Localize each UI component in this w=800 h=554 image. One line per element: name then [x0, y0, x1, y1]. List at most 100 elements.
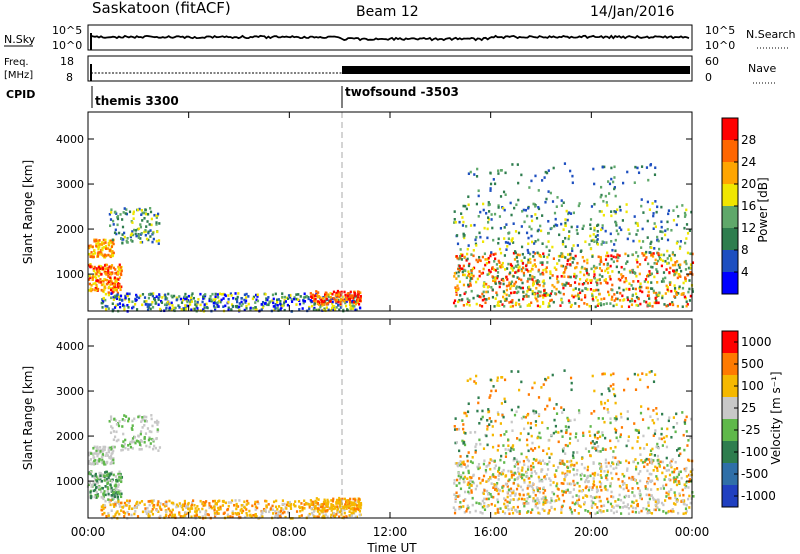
velocity-cell	[676, 500, 679, 504]
velocity-cell	[610, 509, 613, 512]
power-cell	[167, 292, 170, 296]
power-cell	[293, 296, 296, 299]
velocity-cell	[454, 500, 457, 503]
power-cell	[509, 305, 512, 309]
velocity-cell	[151, 501, 154, 505]
velocity-cell	[660, 501, 664, 505]
velocity-cell	[455, 484, 458, 487]
power-cell	[646, 236, 649, 239]
velocity-cell	[603, 420, 606, 424]
velocity-cell	[104, 471, 107, 474]
velocity-cell	[113, 435, 117, 439]
velocity-cell	[652, 469, 655, 472]
power-cell	[134, 229, 138, 232]
velocity-cell	[175, 505, 178, 509]
velocity-cell	[183, 504, 186, 508]
power-cell	[534, 213, 537, 216]
velocity-cell	[689, 436, 692, 440]
power-cell	[660, 253, 663, 257]
power-cell	[106, 281, 110, 285]
power-cell	[671, 303, 674, 306]
velocity-cell	[138, 414, 141, 418]
power-cell	[299, 295, 302, 298]
velocity-cell	[185, 504, 188, 508]
velocity-cell	[481, 415, 484, 419]
velocity-cell	[95, 449, 98, 453]
power-cell	[149, 307, 152, 311]
velocity-cell	[272, 500, 276, 504]
power-cell	[615, 265, 618, 269]
velocity-cell	[561, 448, 565, 452]
power-cell	[673, 284, 676, 287]
velocity-cell	[288, 500, 291, 504]
power-data	[88, 162, 695, 313]
power-cell	[551, 283, 554, 287]
velocity-cell	[687, 439, 690, 442]
velocity-cell	[514, 463, 518, 466]
power-cell	[212, 298, 216, 302]
velocity-cell	[627, 439, 630, 443]
power-cell	[108, 248, 112, 252]
velocity-cell	[592, 501, 595, 504]
power-cell	[670, 228, 673, 232]
velocity-cell	[255, 515, 258, 518]
velocity-cell	[487, 463, 490, 467]
velocity-cell	[348, 504, 352, 508]
velocity-cell	[479, 442, 482, 446]
power-cell	[629, 271, 632, 274]
power-cell	[503, 254, 507, 257]
velocity-cell	[139, 439, 143, 442]
power-cell	[209, 295, 212, 298]
velocity-cell	[343, 511, 346, 515]
power-cell	[238, 302, 241, 305]
power-cell	[534, 205, 537, 208]
power-cell	[264, 292, 267, 296]
velocity-cell	[466, 507, 469, 511]
velocity-cell	[105, 477, 108, 481]
power-cell	[307, 297, 310, 301]
velocity-cell	[245, 508, 248, 511]
velocity-cell	[615, 462, 619, 466]
power-cell	[467, 272, 471, 276]
velocity-cell	[112, 457, 115, 460]
velocity-cell	[685, 415, 688, 419]
power-cell	[551, 200, 555, 203]
power-cell	[539, 305, 542, 308]
velocity-cell	[277, 513, 280, 517]
velocity-cell	[580, 462, 584, 466]
velocity-cell	[611, 455, 615, 459]
power-cell	[503, 237, 506, 240]
power-cell	[345, 300, 348, 303]
power-cell	[665, 284, 668, 288]
velocity-cell	[117, 472, 120, 476]
velocity-cell	[649, 415, 652, 418]
power-cell	[177, 304, 180, 307]
velocity-cell	[580, 489, 583, 493]
velocity-cell	[576, 499, 579, 503]
power-cell	[121, 299, 124, 302]
power-cell	[164, 293, 167, 297]
velocity-cell	[107, 492, 110, 496]
power-cell	[272, 301, 275, 305]
velocity-cell	[108, 455, 111, 459]
velocity-cell	[623, 474, 626, 478]
power-cell	[584, 240, 587, 244]
velocity-cell	[489, 492, 492, 496]
velocity-cell	[466, 483, 469, 487]
power-cell	[325, 295, 328, 298]
velocity-cell	[550, 433, 553, 437]
power-cell	[546, 261, 549, 264]
power-cell	[543, 289, 546, 292]
power-cell	[652, 212, 655, 215]
power-cell	[575, 265, 578, 269]
velocity-cell	[159, 514, 162, 518]
velocity-cell	[639, 453, 642, 456]
power-cell	[101, 301, 104, 305]
power-cell	[563, 275, 566, 278]
velocity-cell	[507, 448, 510, 452]
power-cell	[131, 233, 135, 237]
velocity-cell	[597, 417, 600, 420]
power-cell	[510, 280, 514, 284]
velocity-cell	[143, 423, 146, 427]
power-cell	[497, 206, 500, 209]
